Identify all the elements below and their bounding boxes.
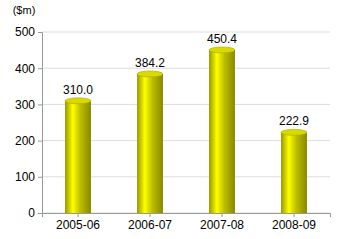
- x-tick-label: 2006-07: [128, 218, 172, 232]
- data-labels: 310.0 384.2 450.4 222.9: [63, 32, 309, 128]
- x-tick-label: 2007-08: [200, 218, 244, 232]
- x-axis: 2005-06 2006-07 2007-08 2008-09: [43, 213, 331, 232]
- plot: 01002003004005002005-062006-072007-08200…: [15, 25, 331, 231]
- data-label: 222.9: [279, 114, 309, 128]
- bar: [65, 101, 91, 213]
- x-tick: 2008-09: [272, 213, 316, 232]
- grid-line: [42, 68, 330, 69]
- bar-top: [137, 71, 163, 77]
- bar-base: [65, 210, 91, 213]
- data-label: 384.2: [135, 56, 165, 70]
- x-tick-label: 2005-06: [56, 218, 100, 232]
- y-tick: 100: [15, 170, 42, 184]
- y-tick-label: 0: [28, 206, 35, 220]
- y-tick: 500: [15, 25, 42, 39]
- x-tick-label: 2008-09: [272, 218, 316, 232]
- bar: [281, 132, 307, 213]
- y-tick-mark: [38, 177, 42, 178]
- x-tick: 2007-08: [200, 213, 244, 232]
- y-tick-mark: [38, 68, 42, 69]
- x-axis-line: [43, 214, 331, 218]
- y-tick-mark: [38, 213, 42, 214]
- bar-base: [281, 210, 307, 213]
- bar-top: [281, 129, 307, 135]
- x-tick: 2005-06: [56, 213, 100, 232]
- y-tick-label: 100: [15, 170, 35, 184]
- y-tick-label: 500: [15, 25, 35, 39]
- y-axis-line: [38, 33, 43, 214]
- y-axis: 0 100 200 300 400 500: [15, 25, 43, 220]
- y-tick-label: 300: [15, 98, 35, 112]
- y-tick: 300: [15, 98, 42, 112]
- y-tick: 400: [15, 62, 42, 76]
- bar: [209, 50, 235, 213]
- grid-line: [42, 32, 330, 33]
- y-tick: 0: [28, 206, 42, 220]
- x-tick-mark: [294, 213, 295, 217]
- chart: 01002003004005002005-062006-072007-08200…: [0, 0, 338, 239]
- bar-base: [209, 210, 235, 213]
- grid: [42, 32, 330, 213]
- bar-base: [137, 210, 163, 213]
- y-tick-label: 200: [15, 134, 35, 148]
- y-tick-label: 400: [15, 62, 35, 76]
- bar-top: [209, 47, 235, 53]
- y-tick: 200: [15, 134, 42, 148]
- data-label: 310.0: [63, 83, 93, 97]
- x-tick-mark: [222, 213, 223, 217]
- x-tick-mark: [150, 213, 151, 217]
- bar-top: [65, 98, 91, 104]
- y-axis-title: ($m): [13, 4, 36, 16]
- x-tick: 2006-07: [128, 213, 172, 232]
- data-label: 450.4: [207, 32, 237, 46]
- x-tick-mark: [78, 213, 79, 217]
- bars: [65, 47, 307, 213]
- bar: [137, 74, 163, 213]
- y-tick-mark: [38, 104, 42, 105]
- y-tick-mark: [38, 32, 42, 33]
- y-tick-mark: [38, 141, 42, 142]
